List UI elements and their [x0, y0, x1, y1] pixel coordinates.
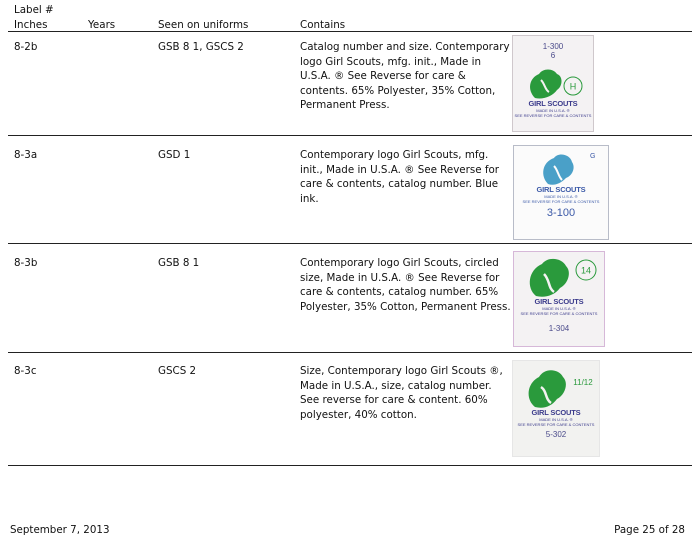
- row-seen: GSB 8 1: [158, 257, 200, 269]
- footer-date: September 7, 2013: [10, 524, 110, 536]
- trefoil-logo-icon: 11/12: [528, 370, 593, 408]
- column-header-years: Years: [88, 19, 116, 31]
- label-reverse: SEE REVERSE FOR CARE & CONTENTS: [520, 311, 598, 316]
- label-reverse: SEE REVERSE FOR CARE & CONTENTS: [522, 199, 600, 204]
- column-header-seen: Seen on uniforms: [158, 19, 249, 31]
- header-label-line2: Inches: [14, 19, 48, 31]
- label-brand: GIRL SCOUTS: [531, 408, 581, 417]
- trefoil-logo-icon: 14: [529, 258, 597, 297]
- label-reverse: SEE REVERSE FOR CARE & CONTENTS: [514, 113, 592, 118]
- row-divider: [8, 243, 692, 244]
- column-header-contains: Contains: [300, 19, 346, 31]
- label-catalog: 1-300: [542, 42, 564, 51]
- label-brand: GIRL SCOUTS: [536, 185, 586, 194]
- row-seen: GSB 8 1, GSCS 2: [158, 41, 244, 53]
- label-made: MADE IN U.S.A. ®: [544, 194, 578, 199]
- row-contains: Contemporary logo Girl Scouts, mfg. init…: [300, 149, 499, 205]
- label-brand: GIRL SCOUTS: [534, 297, 584, 306]
- row-seen: GSCS 2: [158, 365, 197, 377]
- label-photo: 1-300 6 H GIRL SCOUTS MADE IN U.S.A. ® S…: [512, 35, 594, 132]
- row-divider: [8, 465, 692, 466]
- label-photo: 11/12 GIRL SCOUTS MADE IN U.S.A. ® SEE R…: [512, 360, 600, 457]
- header-label-line1: Label #: [14, 4, 54, 16]
- label-size: 11/12: [573, 378, 593, 387]
- label-catalog: 3-100: [546, 207, 576, 219]
- row-label: 8-2b: [14, 41, 38, 53]
- footer-page-number: Page 25 of 28: [614, 524, 685, 536]
- label-reverse: SEE REVERSE FOR CARE & CONTENTS: [517, 422, 595, 427]
- label-catalog: 5-302: [545, 430, 567, 439]
- label-catalog: 1-304: [548, 324, 570, 333]
- row-seen: GSD 1: [158, 149, 191, 161]
- column-header-label: Label # Inches: [14, 3, 54, 33]
- row-label: 8-3c: [14, 365, 37, 377]
- label-mfg: G: [590, 153, 595, 160]
- label-size: 14: [581, 266, 591, 276]
- row-divider: [8, 352, 692, 353]
- label-size: 6: [550, 51, 556, 60]
- row-contains: Catalog number and size. Contemporary lo…: [300, 41, 510, 112]
- row-label: 8-3a: [14, 149, 38, 161]
- label-made: MADE IN U.S.A. ®: [542, 306, 576, 311]
- header-divider: [8, 31, 692, 32]
- trefoil-logo-icon: H: [530, 69, 583, 99]
- label-photo: 14 GIRL SCOUTS MADE IN U.S.A. ® SEE REVE…: [513, 251, 605, 347]
- row-contains: Contemporary logo Girl Scouts, circled s…: [300, 257, 511, 313]
- row-divider: [8, 135, 692, 136]
- label-brand: GIRL SCOUTS: [528, 99, 578, 108]
- trefoil-logo-icon: G: [543, 153, 595, 185]
- label-mfg: H: [570, 82, 577, 92]
- label-photo: G GIRL SCOUTS MADE IN U.S.A. ® SEE REVER…: [513, 145, 609, 240]
- label-made: MADE IN U.S.A. ®: [536, 108, 570, 113]
- row-label: 8-3b: [14, 257, 38, 269]
- row-contains: Size, Contemporary logo Girl Scouts ®, M…: [300, 365, 503, 421]
- label-made: MADE IN U.S.A. ®: [539, 417, 573, 422]
